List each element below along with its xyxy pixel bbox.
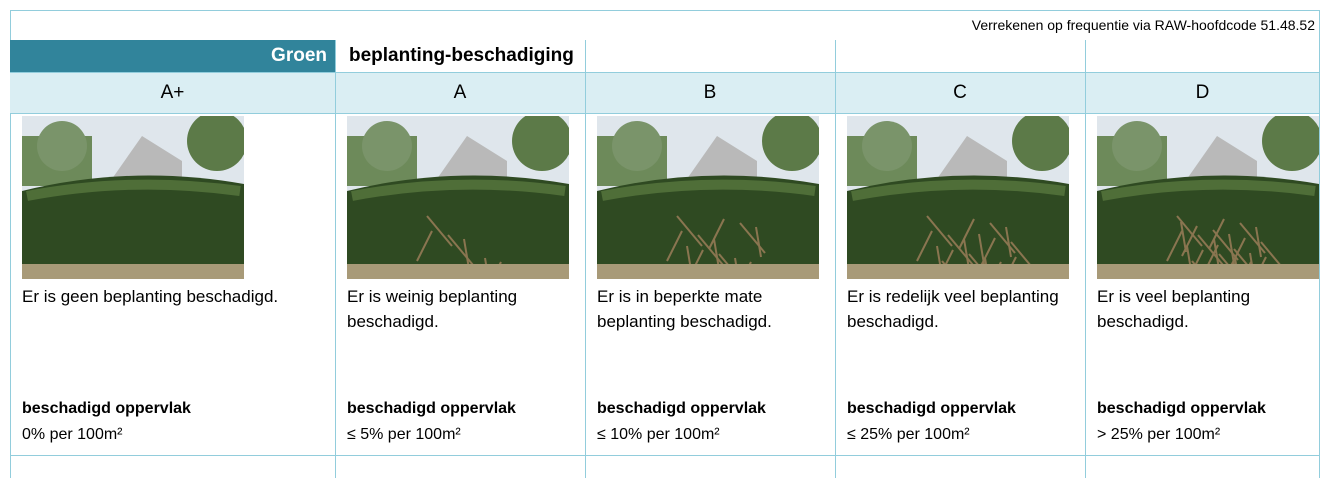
measure-value: 0% per 100m² xyxy=(22,426,333,444)
description: Er is geen beplanting beschadigd. xyxy=(22,284,331,309)
measure-label: beschadigd oppervlak xyxy=(1097,400,1318,418)
measure-value: ≤ 25% per 100m² xyxy=(847,426,1083,444)
grade: D xyxy=(1085,73,1320,113)
grade: C xyxy=(835,73,1085,113)
title: beplanting-beschadiging xyxy=(335,40,1320,72)
category: Groen xyxy=(10,40,335,72)
measure-label: beschadigd oppervlak xyxy=(847,400,1083,418)
description: Er is in beperkte mate beplanting bescha… xyxy=(597,284,831,334)
measure-value: ≤ 10% per 100m² xyxy=(597,426,833,444)
note: Verrekenen op frequentie via RAW-hoofdco… xyxy=(10,10,1315,40)
page: Verrekenen op frequentie via RAW-hoofdco… xyxy=(0,0,1321,478)
description: Er is redelijk veel beplanting beschadig… xyxy=(847,284,1081,334)
photo xyxy=(597,116,819,279)
measure-label: beschadigd oppervlak xyxy=(22,400,333,418)
photo xyxy=(847,116,1069,279)
photo xyxy=(1097,116,1319,279)
measure-value: ≤ 5% per 100m² xyxy=(347,426,583,444)
measure-label: beschadigd oppervlak xyxy=(347,400,583,418)
description: Er is veel beplanting beschadigd. xyxy=(1097,284,1316,334)
border xyxy=(10,113,1320,114)
border xyxy=(10,455,1320,456)
grade: A+ xyxy=(10,73,335,113)
photo xyxy=(347,116,569,279)
grade: B xyxy=(585,73,835,113)
description: Er is weinig beplanting beschadigd. xyxy=(347,284,581,334)
measure-value: > 25% per 100m² xyxy=(1097,426,1318,444)
photo xyxy=(22,116,244,279)
measure-label: beschadigd oppervlak xyxy=(597,400,833,418)
grade: A xyxy=(335,73,585,113)
